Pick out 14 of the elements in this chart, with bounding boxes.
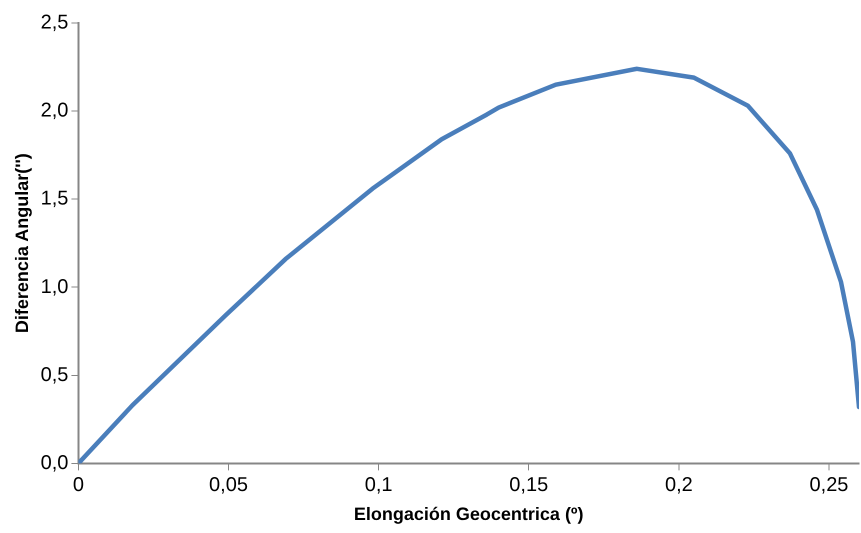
x-tick-label: 0,15	[509, 474, 548, 496]
y-tick-label: 1,0	[40, 276, 68, 298]
y-tick-label: 2,5	[40, 12, 68, 34]
x-tick-label: 0,25	[810, 474, 848, 496]
x-axis-title: Elongación Geocentrica (º)	[354, 504, 584, 524]
x-tick-label: 0	[72, 474, 84, 496]
y-tick-label: 0,5	[40, 364, 68, 386]
y-axis-title: Diferencia Angular('')	[12, 153, 32, 334]
y-tick-label: 0,0	[40, 452, 68, 474]
x-tick-label: 0,1	[364, 474, 393, 496]
x-tick-label: 0,05	[209, 474, 248, 496]
x-tick-label: 0,2	[664, 474, 693, 496]
y-tick-label: 1,5	[40, 188, 68, 210]
y-tick-label: 2,0	[40, 100, 68, 122]
